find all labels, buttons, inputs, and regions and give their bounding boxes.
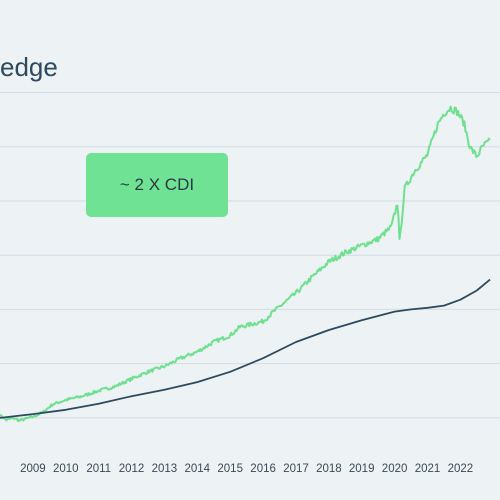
x-tick-label: 2012 (119, 463, 145, 475)
x-tick-label: 2010 (53, 463, 79, 475)
x-tick-label: 2018 (316, 463, 342, 475)
x-tick-label: 2021 (415, 463, 441, 475)
x-tick-label: 2011 (86, 463, 111, 475)
annotation-label: ~ 2 X CDI (119, 175, 195, 194)
x-tick-label: 2009 (20, 463, 46, 475)
series-layer (0, 105, 491, 423)
x-tick-label: 2015 (217, 463, 243, 475)
x-tick-label: 2019 (349, 463, 375, 475)
x-tick-label: 2017 (283, 463, 309, 475)
x-axis-ticks: 2009 2010 2011 2012 2013 2014 2015 2016 2017 2018… (20, 463, 473, 475)
x-tick-label: 2022 (448, 463, 474, 475)
x-tick-label: 2020 (382, 463, 408, 475)
x-tick-label: 2014 (185, 463, 211, 475)
annotation-box: ~ 2 X CDI (86, 153, 228, 217)
x-tick-label: 2013 (152, 463, 178, 475)
series-line-0 (0, 105, 491, 423)
chart-title: edge (0, 52, 58, 82)
gridlines (0, 92, 500, 419)
x-tick-label: 2016 (250, 463, 276, 475)
series-line-1 (0, 278, 491, 419)
